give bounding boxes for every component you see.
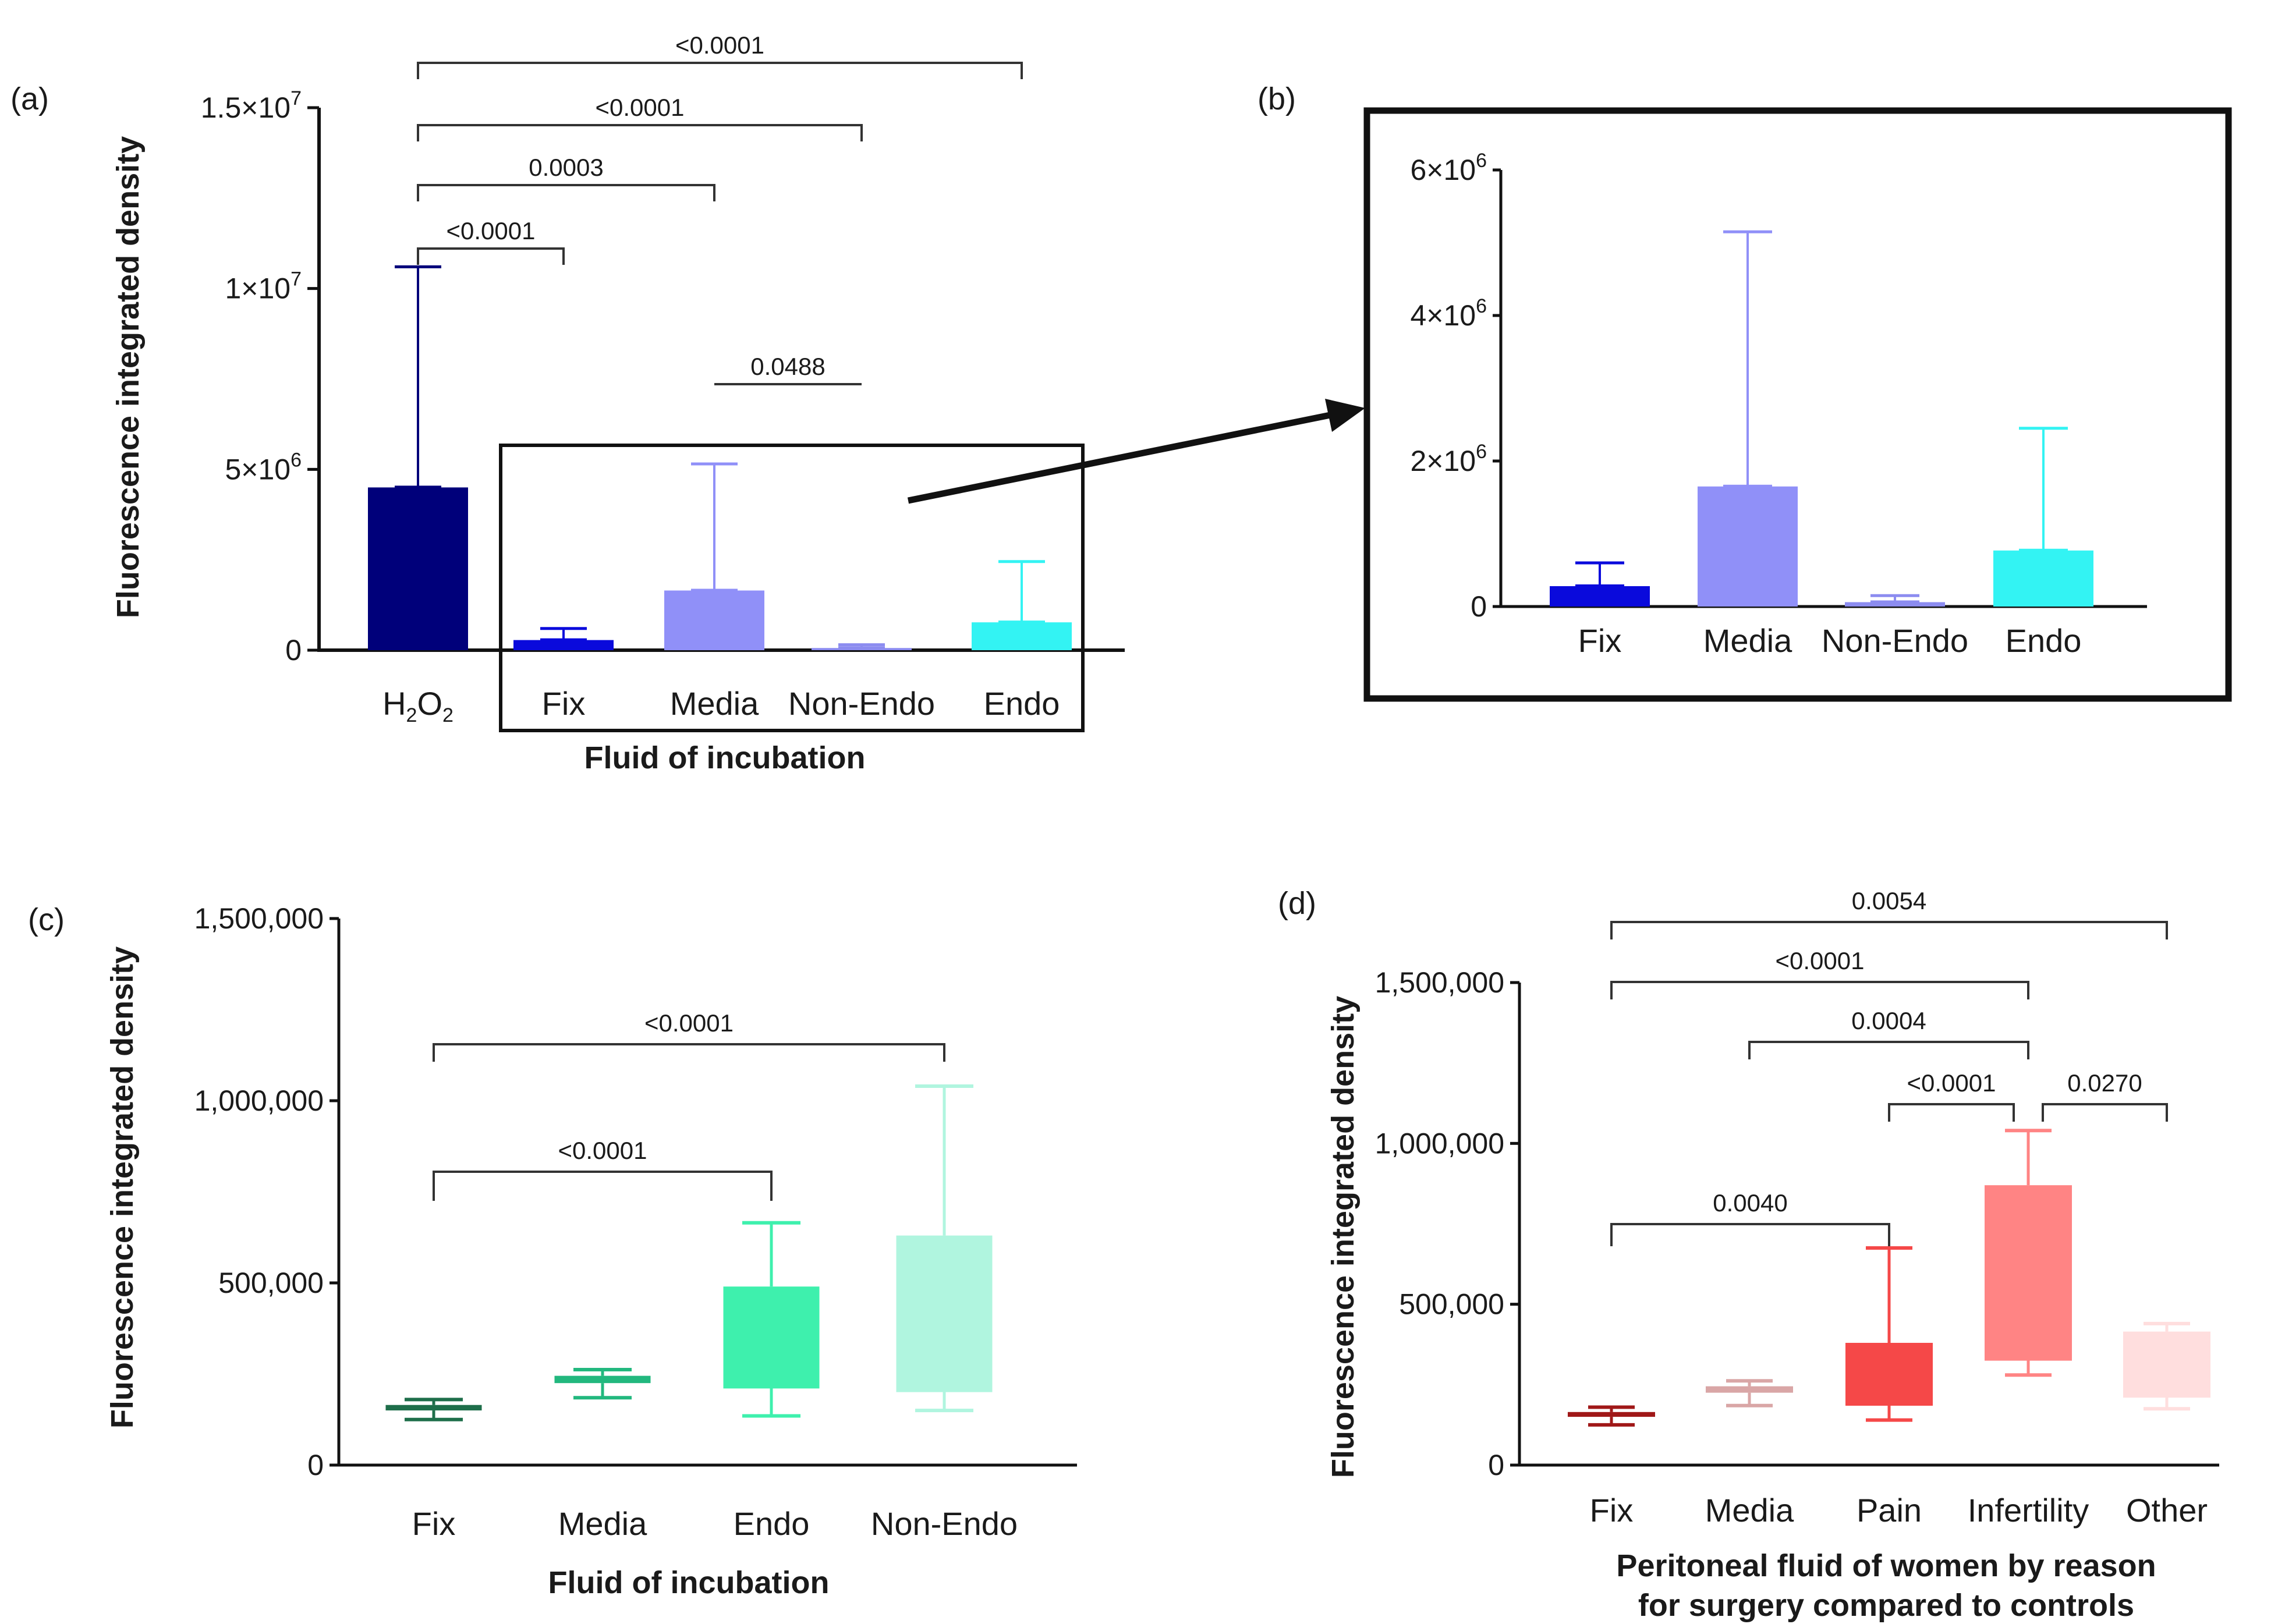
panel-d-x-axis-title-line-2: for surgery compared to controls bbox=[1638, 1588, 2134, 1623]
y-tick-label: 1,000,000 bbox=[1375, 1127, 1504, 1160]
p-value-label: <0.0001 bbox=[675, 31, 764, 59]
p-value-label: 0.0040 bbox=[1713, 1189, 1787, 1217]
panel-d: (d) Fluorescence integrated density 0 500… bbox=[1278, 886, 2219, 1623]
panel-a-y-axis-title: Fluorescence integrated density bbox=[111, 136, 146, 618]
bar bbox=[1550, 586, 1650, 607]
category-label: Media bbox=[1703, 622, 1792, 659]
y-tick-label: 0 bbox=[1471, 590, 1487, 623]
category-label: Media bbox=[670, 685, 759, 722]
bar bbox=[1993, 550, 2093, 607]
panel-d-x-axis-title-line-1: Peritoneal fluid of women by reason bbox=[1616, 1548, 2156, 1583]
y-tick-label: 5×106 bbox=[225, 449, 302, 485]
y-tick-label: 1×107 bbox=[225, 268, 302, 305]
category-label: H2O2 bbox=[382, 685, 454, 726]
panel-c-x-axis-title: Fluid of incubation bbox=[548, 1565, 830, 1600]
box bbox=[723, 1286, 820, 1387]
panel-b: (b) 0 2×106 4×106 6×106 Fix Media Non-Endo End… bbox=[1257, 81, 2232, 702]
category-label: Other bbox=[2126, 1492, 2208, 1529]
panel-d-label: (d) bbox=[1278, 886, 1316, 921]
significance-bracket bbox=[1610, 1223, 1890, 1246]
y-tick-label: 1,000,000 bbox=[194, 1084, 324, 1117]
y-tick-label: 1,500,000 bbox=[194, 902, 324, 935]
panel-a-x-axis-title: Fluid of incubation bbox=[584, 740, 866, 775]
category-label: Endo bbox=[734, 1505, 810, 1542]
significance-bracket bbox=[433, 1043, 945, 1062]
p-value-label: <0.0001 bbox=[447, 217, 536, 244]
category-label: Endo bbox=[984, 685, 1060, 722]
bar bbox=[513, 640, 614, 650]
panel-d-y-axis-title: Fluorescence integrated density bbox=[1326, 996, 1361, 1478]
significance-bracket bbox=[1610, 921, 2168, 939]
category-label: Non-Endo bbox=[788, 685, 935, 722]
significance-bracket bbox=[1748, 1041, 2029, 1059]
p-value-label: 0.0488 bbox=[750, 353, 825, 380]
category-label: Non-Endo bbox=[871, 1505, 1018, 1542]
significance-bracket bbox=[1888, 1103, 2015, 1122]
y-tick-label: 0 bbox=[285, 634, 302, 666]
category-label: Fix bbox=[542, 685, 586, 722]
panel-a: (a) Fluorescence integrated density 0 5×1… bbox=[10, 31, 1125, 775]
panel-b-frame bbox=[1363, 107, 2232, 702]
category-label: Fix bbox=[412, 1505, 456, 1542]
category-label: Fix bbox=[1578, 622, 1622, 659]
y-tick-label: 6×106 bbox=[1410, 150, 1487, 186]
p-value-label: 0.0004 bbox=[1851, 1007, 1926, 1034]
category-label: Infertility bbox=[1968, 1492, 2089, 1529]
significance-bracket bbox=[1610, 981, 2029, 999]
significance-bracket bbox=[417, 247, 565, 265]
panel-b-label: (b) bbox=[1257, 81, 1296, 116]
significance-bracket bbox=[417, 184, 715, 201]
y-tick-label: 0 bbox=[307, 1449, 324, 1481]
significance-bracket bbox=[433, 1171, 773, 1201]
y-tick-label: 1,500,000 bbox=[1375, 966, 1504, 999]
p-value-label: <0.0001 bbox=[1907, 1069, 1996, 1097]
significance-bracket bbox=[2042, 1103, 2168, 1122]
y-tick-label: 1.5×107 bbox=[201, 87, 302, 124]
category-label: Media bbox=[1705, 1492, 1794, 1529]
significance-bracket bbox=[417, 124, 863, 141]
box bbox=[896, 1235, 993, 1391]
panel-a-label: (a) bbox=[10, 81, 49, 116]
p-value-label: <0.0001 bbox=[1776, 947, 1865, 974]
p-value-label: <0.0001 bbox=[558, 1137, 647, 1164]
bar bbox=[1698, 486, 1798, 607]
box bbox=[2123, 1331, 2210, 1396]
p-value-label: <0.0001 bbox=[596, 94, 685, 121]
y-tick-label: 0 bbox=[1488, 1449, 1504, 1481]
category-label: Non-Endo bbox=[1822, 622, 1968, 659]
category-label: Fix bbox=[1590, 1492, 1634, 1529]
p-value-label: 0.0054 bbox=[1852, 887, 1926, 914]
category-label: Endo bbox=[2006, 622, 2082, 659]
panel-a-zoom-box bbox=[499, 444, 1085, 732]
p-value-label: 0.0003 bbox=[529, 154, 603, 181]
bar bbox=[664, 590, 764, 650]
panel-c-label: (c) bbox=[28, 902, 65, 937]
p-value-label: 0.0270 bbox=[2067, 1069, 2142, 1097]
y-tick-label: 500,000 bbox=[1399, 1288, 1504, 1321]
bar bbox=[972, 622, 1072, 650]
panel-c: (c) Fluorescence integrated density 0 500… bbox=[28, 902, 1077, 1600]
category-label: Pain bbox=[1857, 1492, 1922, 1529]
bar bbox=[1845, 602, 1945, 607]
box bbox=[1845, 1342, 1933, 1404]
bar bbox=[368, 487, 468, 650]
p-value-label: <0.0001 bbox=[644, 1009, 734, 1037]
significance-bracket bbox=[417, 62, 1023, 79]
y-tick-label: 4×106 bbox=[1410, 295, 1487, 332]
zoom-arrow bbox=[907, 399, 1365, 504]
y-tick-label: 2×106 bbox=[1410, 441, 1487, 477]
y-tick-label: 500,000 bbox=[218, 1267, 324, 1299]
box bbox=[1985, 1185, 2072, 1359]
panel-c-y-axis-title: Fluorescence integrated density bbox=[105, 946, 140, 1428]
category-label: Media bbox=[558, 1505, 647, 1542]
